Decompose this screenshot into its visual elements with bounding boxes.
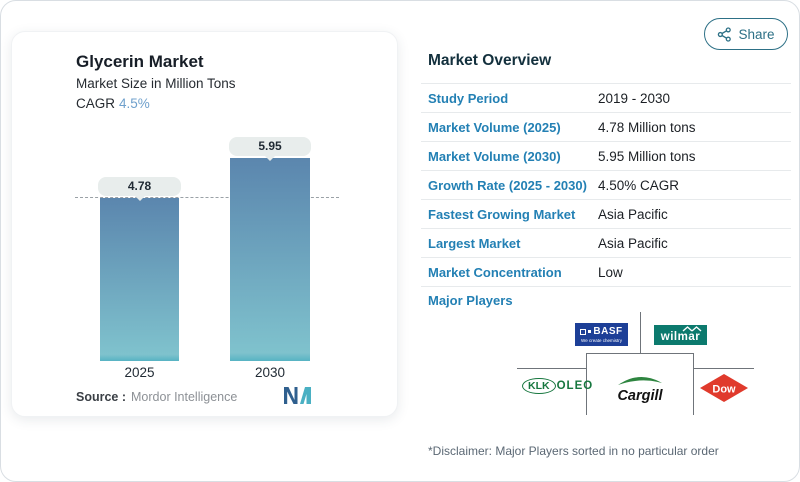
table-row-fastest-growing-market: Fastest Growing Market Asia Pacific [421,200,791,229]
row-value: Asia Pacific [598,235,668,251]
share-button-label: Share [738,26,775,42]
row-label: Market Concentration [428,264,562,280]
klk-oleo-wordmark: OLEO [556,380,594,392]
source-row: Source : Mordor Intelligence [76,390,237,404]
table-row-study-period: Study Period 2019 - 2030 [421,84,791,113]
table-row-growth-rate: Growth Rate (2025 - 2030) 4.50% CAGR [421,171,791,200]
overview-table: Study Period 2019 - 2030 Market Volume (… [421,83,791,287]
share-icon [718,26,732,42]
basf-dot-icon [588,330,592,333]
table-row-market-volume-2025: Market Volume (2025) 4.78 Million tons [421,113,791,142]
row-label: Study Period [428,90,509,106]
diagram-horizontal-connector-right [694,368,754,369]
major-players-label: Major Players [428,293,513,308]
table-row-largest-market: Largest Market Asia Pacific [421,229,791,258]
row-value: 5.95 Million tons [598,148,696,164]
basf-tagline: We create chemistry [581,338,622,343]
diagram-vertical-connector [640,312,641,353]
row-label: Fastest Growing Market [428,206,576,222]
row-value: 2019 - 2030 [598,90,671,106]
overview-title: Market Overview [428,52,552,69]
diagram-horizontal-connector-left [517,368,586,369]
mordor-intelligence-logo-icon [284,387,311,404]
basf-wordmark: BASF [580,326,622,337]
cargill-leaf-icon [618,376,662,385]
basf-name: BASF [593,326,623,337]
chart-cagr: CAGR 4.5% [76,96,150,111]
wilmar-bird-icon [682,326,702,332]
row-label: Market Volume (2030) [428,148,561,164]
row-label: Largest Market [428,235,521,251]
chart-card: Glycerin Market Market Size in Million T… [11,31,398,417]
bar-value-label-2030: 5.95 [229,137,311,161]
row-value: Low [598,264,623,280]
chart-subtitle: Market Size in Million Tons [76,76,236,91]
chart-title: Glycerin Market [76,52,204,71]
cagr-label: CAGR [76,96,116,111]
diagram-center-box [586,353,694,415]
row-value: Asia Pacific [598,206,668,222]
table-row-market-volume-2030: Market Volume (2030) 5.95 Million tons [421,142,791,171]
wilmar-name: wilmar [660,331,701,343]
source-label: Source : [76,390,127,404]
row-label: Market Volume (2025) [428,119,561,135]
share-button[interactable]: Share [704,18,788,50]
bar-value-label-2025: 4.78 [98,177,181,201]
bar-2025 [100,198,179,361]
row-label: Growth Rate (2025 - 2030) [428,177,587,193]
reference-dashed-line [75,197,339,198]
dow-logo: Dow [700,374,748,402]
basf-logo: BASF We create chemistry [575,323,628,346]
table-row-market-concentration: Market Concentration Low [421,258,791,287]
row-value: 4.78 Million tons [598,119,696,135]
basf-square-icon [580,328,587,335]
source-value: Mordor Intelligence [131,390,238,404]
disclaimer-text: *Disclaimer: Major Players sorted in no … [428,444,719,458]
bar-2030 [230,158,310,361]
klk-oval-wordmark: KLK [522,378,556,394]
row-value: 4.50% CAGR [598,177,680,193]
x-axis-label-2025: 2025 [124,365,155,380]
wilmar-logo: wilmar [654,325,707,345]
klk-oleo-logo: KLK OLEO [522,378,593,394]
cargill-name: Cargill [617,388,663,404]
x-axis-label-2030: 2030 [254,365,286,380]
cagr-value: 4.5% [119,96,150,111]
cargill-logo: Cargill [608,373,672,404]
dow-name: Dow [712,384,736,396]
